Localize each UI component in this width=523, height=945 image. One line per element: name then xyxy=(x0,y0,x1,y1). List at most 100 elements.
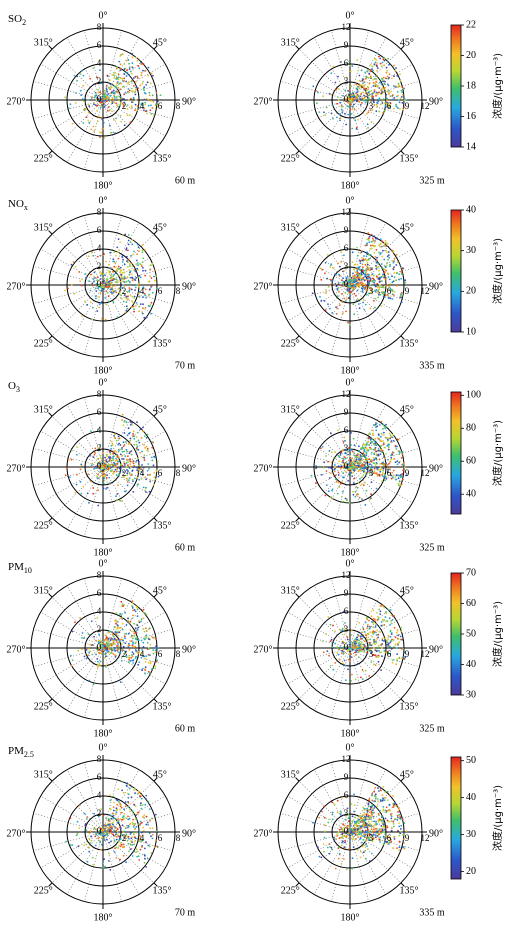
data-point xyxy=(96,104,99,107)
data-point xyxy=(108,450,111,453)
data-point xyxy=(107,287,110,289)
data-point xyxy=(380,624,383,627)
data-point xyxy=(105,283,107,286)
data-point xyxy=(372,621,374,624)
data-point xyxy=(142,296,144,298)
data-point xyxy=(366,623,369,626)
data-point xyxy=(103,656,106,659)
radial-tick-label: 2 xyxy=(97,808,102,818)
data-point xyxy=(133,310,135,313)
data-point xyxy=(350,629,353,632)
data-point xyxy=(119,681,122,683)
data-point xyxy=(372,456,375,459)
data-point xyxy=(376,629,379,632)
data-point xyxy=(363,461,365,463)
polar-tick xyxy=(153,335,158,340)
polar-panel: 033669912120°45°90°135°180°225°270°315°3… xyxy=(254,742,505,923)
data-point xyxy=(382,273,384,276)
data-point xyxy=(121,642,123,645)
data-point xyxy=(385,242,387,244)
data-point xyxy=(391,281,394,284)
data-point xyxy=(132,85,135,87)
data-point xyxy=(386,790,389,793)
angle-tick-label: 0° xyxy=(99,377,108,388)
data-point xyxy=(382,431,385,434)
data-point xyxy=(123,845,125,848)
data-point xyxy=(127,661,130,664)
data-point xyxy=(91,306,94,309)
data-point xyxy=(377,615,379,618)
data-point xyxy=(136,445,139,448)
data-point xyxy=(117,435,120,438)
data-point xyxy=(123,275,126,278)
data-point xyxy=(112,131,115,134)
data-point xyxy=(108,86,110,89)
data-point xyxy=(139,428,142,431)
data-point xyxy=(118,99,121,102)
data-point xyxy=(125,295,128,298)
data-point xyxy=(118,82,121,85)
data-point xyxy=(368,619,370,622)
data-point xyxy=(373,63,376,66)
data-point xyxy=(96,279,99,282)
data-point xyxy=(109,453,112,455)
data-point xyxy=(116,90,119,93)
data-point xyxy=(121,261,124,263)
data-point xyxy=(139,303,142,305)
data-point xyxy=(374,622,377,625)
data-point xyxy=(151,827,154,829)
data-point xyxy=(140,797,143,800)
data-point xyxy=(101,834,104,837)
data-point xyxy=(372,429,374,432)
data-point xyxy=(144,110,147,113)
data-point xyxy=(79,480,82,483)
data-point xyxy=(364,850,366,852)
data-point xyxy=(371,277,374,280)
data-point xyxy=(122,843,125,846)
data-point xyxy=(128,66,131,69)
data-point xyxy=(107,637,110,640)
data-point xyxy=(116,66,118,68)
data-point xyxy=(350,634,353,636)
data-point xyxy=(123,93,126,96)
data-point xyxy=(371,68,373,71)
radial-tick-label: 6 xyxy=(97,772,102,782)
data-point xyxy=(132,826,135,828)
data-point xyxy=(354,495,357,498)
data-point xyxy=(401,93,404,96)
data-point xyxy=(101,118,104,121)
data-point xyxy=(362,82,364,85)
data-point xyxy=(99,455,102,457)
data-point xyxy=(362,474,365,477)
data-point xyxy=(117,820,120,822)
data-point xyxy=(339,265,341,268)
data-point xyxy=(369,307,372,310)
data-point xyxy=(383,456,385,458)
data-point xyxy=(117,257,120,260)
data-point xyxy=(362,627,365,629)
data-point xyxy=(149,288,151,290)
data-point xyxy=(118,835,121,838)
data-point xyxy=(136,476,139,479)
data-point xyxy=(362,277,364,279)
data-point xyxy=(115,102,118,105)
radial-tick-label: 8 xyxy=(97,22,102,32)
data-point xyxy=(119,818,121,821)
data-point xyxy=(373,300,375,302)
data-point xyxy=(339,467,342,470)
data-point xyxy=(127,824,130,827)
data-point xyxy=(138,661,141,664)
data-point xyxy=(334,464,336,466)
data-point xyxy=(130,87,133,90)
data-point xyxy=(151,262,154,265)
data-point xyxy=(342,277,344,280)
data-point xyxy=(126,108,129,110)
data-point xyxy=(379,277,382,279)
data-point xyxy=(380,88,383,90)
data-point xyxy=(372,434,374,436)
data-point xyxy=(119,827,122,830)
data-point xyxy=(140,620,143,623)
data-point xyxy=(335,313,338,315)
data-point xyxy=(123,124,126,127)
data-point xyxy=(348,653,351,655)
